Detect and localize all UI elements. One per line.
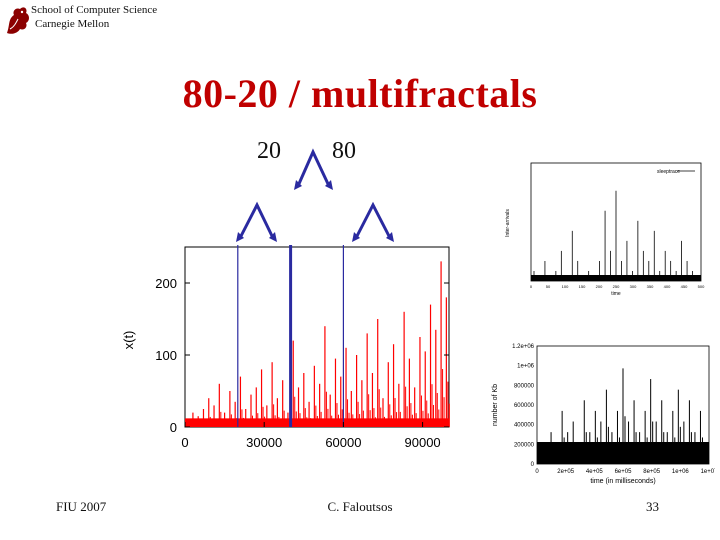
x-tick-label: 250 (613, 284, 620, 289)
x-tick-label: 0 (535, 469, 539, 475)
x-tick-label: 8e+05 (643, 469, 661, 475)
university-name: Carnegie Mellon (35, 18, 110, 30)
y-tick-label: 100 (155, 348, 177, 363)
x-tick-label: 4e+05 (586, 469, 604, 475)
inset-y-label: number of Kb (492, 384, 499, 426)
x-tick-label: 50 (546, 284, 551, 289)
label-80: 80 (332, 138, 356, 164)
dragon-logo (7, 7, 29, 34)
school-name: School of Computer Science (31, 4, 158, 16)
y-tick-label: 1.2e+06 (512, 344, 535, 350)
x-tick-label: 500 (698, 284, 705, 289)
inset-x-label: time (in milliseconds) (590, 478, 655, 485)
baseline-band (531, 275, 701, 281)
x-tick-label: 150 (579, 284, 586, 289)
slide-title: 80-20 / multifractals (182, 71, 538, 116)
main-chart: 0 100 200 0 30000 60000 90000 x(t) (121, 245, 450, 450)
inset-bars (537, 368, 709, 464)
x-tick-label: 90000 (405, 435, 441, 450)
bars-group (185, 261, 450, 427)
inset-traffic-chart: 0 200000 400000 600000 800000 1e+06 1.2e+06 0 2… (492, 344, 715, 485)
y-tick-label: 0 (531, 462, 535, 468)
footer-author: C. Faloutsos (327, 499, 393, 514)
right-chevron (354, 201, 392, 239)
x-tick-label: 450 (681, 284, 688, 289)
x-tick-label: 400 (664, 284, 671, 289)
y-tick-label: 800000 (514, 383, 535, 389)
inset-bars (531, 190, 701, 281)
label-20: 20 (257, 138, 281, 164)
x-tick-label: 100 (562, 284, 569, 289)
split-chevron (296, 148, 331, 187)
x-tick-label: 0 (181, 435, 188, 450)
x-tick-label: 300 (630, 284, 637, 289)
inset-sleeptrace-chart: sleeptrace Inter-arrivals time 0 50 100 150… (505, 162, 705, 297)
x-tick-label: 30000 (246, 435, 282, 450)
y-axis-label: x(t) (121, 331, 136, 350)
x-tick-label: 2e+05 (557, 469, 575, 475)
x-tick-label: 200 (596, 284, 603, 289)
y-tick-label: 0 (170, 420, 177, 435)
inset-y-label: Inter-arrivals (505, 209, 511, 237)
plot-frame (184, 246, 450, 428)
left-chevron (238, 201, 275, 239)
x-tick-label: 6e+05 (615, 469, 633, 475)
x-tick-label: 1e+06 (672, 469, 690, 475)
inset-legend: sleeptrace (657, 169, 680, 175)
footer-venue: FIU 2007 (56, 499, 107, 514)
x-tick-label: 60000 (325, 435, 361, 450)
x-tick-label: 1e+07 (701, 469, 715, 475)
y-tick-label: 400000 (514, 423, 535, 429)
y-tick-label: 200000 (514, 442, 535, 448)
baseline-band (185, 418, 449, 427)
y-tick-label: 600000 (514, 403, 535, 409)
baseline-band (537, 442, 709, 464)
y-tick-label: 200 (155, 276, 177, 291)
x-tick-label: 350 (647, 284, 654, 289)
footer-page-number: 33 (646, 499, 659, 514)
x-tick-label: 0 (530, 284, 533, 289)
inset-x-label: time (611, 291, 621, 297)
y-tick-label: 1e+06 (517, 364, 535, 370)
